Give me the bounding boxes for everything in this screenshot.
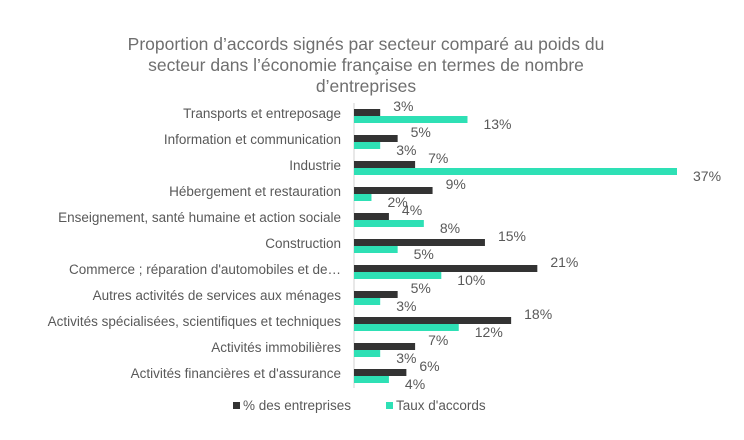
- bar-entreprises: [354, 343, 416, 350]
- category-label: Autres activités de services aux ménages: [93, 288, 342, 303]
- category-label: Information et communication: [164, 132, 341, 147]
- bar-entreprises: [354, 187, 433, 194]
- bar-accords: [354, 168, 677, 175]
- chart-title-line: secteur dans l’économie française en ter…: [148, 55, 584, 75]
- category-label: Industrie: [289, 158, 341, 173]
- legend-label: % des entreprises: [243, 398, 351, 413]
- data-label: 8%: [440, 220, 460, 236]
- category-label: Hébergement et restauration: [169, 184, 341, 199]
- data-label: 21%: [550, 254, 578, 270]
- bar-entreprises: [354, 291, 398, 298]
- category-label: Commerce ; réparation d'automobiles et d…: [69, 262, 341, 277]
- data-label: 5%: [411, 280, 431, 296]
- legend-swatch: [233, 402, 240, 409]
- category-label: Transports et entreposage: [183, 106, 341, 121]
- category-label: Enseignement, santé humaine et action so…: [58, 210, 341, 225]
- bar-entreprises: [354, 265, 538, 272]
- bar-accords: [354, 142, 381, 149]
- data-label: 3%: [393, 98, 413, 114]
- bar-entreprises: [354, 135, 398, 142]
- category-label: Activités spécialisées, scientifiques et…: [48, 314, 342, 329]
- data-label: 10%: [457, 272, 485, 288]
- bar-entreprises: [354, 239, 485, 246]
- legend-swatch: [386, 402, 393, 409]
- data-label: 6%: [419, 358, 439, 374]
- bar-accords: [354, 220, 424, 227]
- data-label: 4%: [405, 376, 425, 392]
- data-label: 18%: [524, 306, 552, 322]
- bar-entreprises: [354, 369, 407, 376]
- data-label: 5%: [414, 246, 434, 262]
- bar-accords: [354, 324, 459, 331]
- bar-accords: [354, 246, 398, 253]
- bar-accords: [354, 272, 442, 279]
- data-label: 3%: [396, 142, 416, 158]
- chart-title-line: d’entreprises: [316, 76, 416, 96]
- data-label: 5%: [411, 124, 431, 140]
- data-label: 4%: [402, 202, 422, 218]
- category-label: Activités immobilières: [211, 340, 341, 355]
- category-label: Activités financières et d'assurance: [131, 366, 341, 381]
- data-label: 7%: [428, 332, 448, 348]
- data-label: 13%: [483, 116, 511, 132]
- bar-accords: [354, 298, 381, 305]
- bar-accords: [354, 116, 468, 123]
- bar-entreprises: [354, 161, 416, 168]
- data-label: 12%: [475, 324, 503, 340]
- bar-accords: [354, 376, 389, 383]
- bar-entreprises: [354, 213, 389, 220]
- data-label: 37%: [693, 168, 721, 184]
- data-label: 3%: [396, 350, 416, 366]
- bar-accords: [354, 194, 372, 201]
- data-label: 7%: [428, 150, 448, 166]
- data-label: 2%: [387, 194, 407, 210]
- category-label: Construction: [265, 236, 341, 251]
- data-label: 3%: [396, 298, 416, 314]
- bar-entreprises: [354, 317, 512, 324]
- data-label: 15%: [498, 228, 526, 244]
- legend-label: Taux d'accords: [396, 398, 486, 413]
- bar-entreprises: [354, 109, 381, 116]
- data-label: 9%: [446, 176, 466, 192]
- bar-accords: [354, 350, 381, 357]
- chart-title-line: Proportion d’accords signés par secteur …: [128, 34, 605, 54]
